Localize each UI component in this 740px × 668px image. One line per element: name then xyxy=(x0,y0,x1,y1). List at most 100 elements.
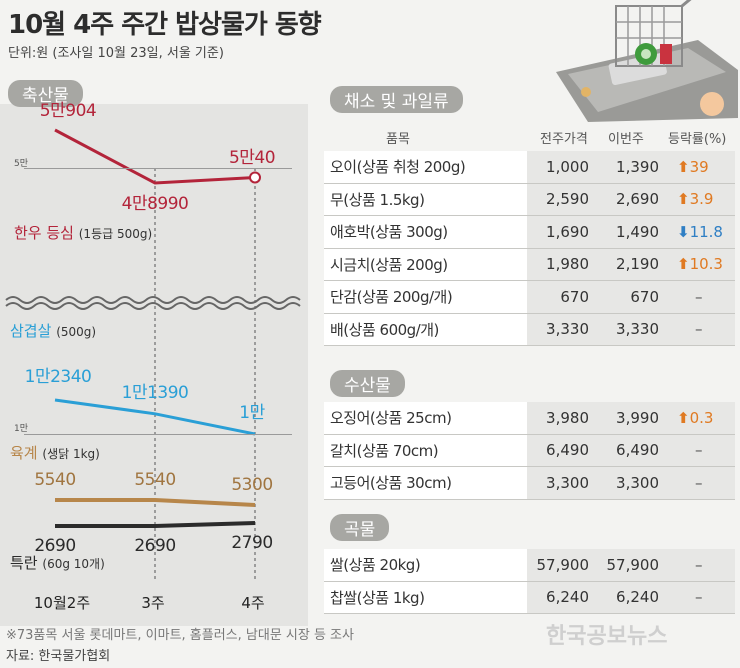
table-row: 오징어(상품 25cm) 3,980 3,990 ⬆0.3 xyxy=(324,402,735,435)
x-label: 10월2주 xyxy=(33,594,91,612)
seafood-table: 오징어(상품 25cm) 3,980 3,990 ⬆0.3 갈치(상품 70cm) 6,4… xyxy=(324,402,735,500)
table-row: 배(상품 600g/개) 3,330 3,330– xyxy=(324,313,735,346)
header-prev: 전주가격 xyxy=(540,132,588,147)
change-value: 39 xyxy=(689,157,709,176)
cur-price: 6,490 xyxy=(597,434,667,467)
data-label-hanwoo: 5만40 xyxy=(228,148,276,169)
change-rate: – xyxy=(667,549,735,582)
table-row: 애호박(상품 300g) 1,690 1,490 ⬇11.8 xyxy=(324,215,735,249)
cur-price: 1,490 xyxy=(597,215,667,249)
prev-price: 2,590 xyxy=(527,183,597,216)
table-row: 오이(상품 취청 200g) 1,000 1,390 ⬆39 xyxy=(324,151,735,184)
table-row: 갈치(상품 70cm) 6,490 6,490– xyxy=(324,434,735,467)
header-item: 품목 xyxy=(386,132,410,147)
series-name-hanwoo: 한우 등심 (1등급 500g) xyxy=(14,224,153,242)
x-label: 3주 xyxy=(141,594,165,612)
series-name-egg: 특란 (60g 10개) xyxy=(10,554,105,572)
change-value: – xyxy=(695,555,703,574)
change-rate: – xyxy=(667,466,735,500)
change-rate: – xyxy=(667,434,735,467)
item-name: 찹쌀(상품 1kg) xyxy=(324,581,527,614)
cur-price: 57,900 xyxy=(597,549,667,582)
arrow-up-icon: ⬆ xyxy=(677,157,690,176)
change-value: – xyxy=(695,588,703,607)
series-line-chicken xyxy=(55,498,256,507)
section-label-vegetables: 채소 및 과일류 xyxy=(330,86,463,113)
header-change: 등락률(%) xyxy=(668,132,727,147)
tick-label: 5만 xyxy=(14,159,29,169)
arrow-down-icon: ⬇ xyxy=(677,222,690,241)
livestock-panel xyxy=(0,104,308,626)
item-name: 단감(상품 200g/개) xyxy=(324,280,527,314)
change-rate: ⬇11.8 xyxy=(667,215,735,249)
data-label-chicken: 5540 xyxy=(34,470,76,490)
prev-price: 1,000 xyxy=(527,151,597,184)
prev-price: 57,900 xyxy=(527,549,597,582)
tick-label: 1만 xyxy=(14,424,29,434)
change-rate: – xyxy=(667,280,735,314)
item-name: 갈치(상품 70cm) xyxy=(324,434,527,467)
item-name: 고등어(상품 30cm) xyxy=(324,466,527,500)
cur-price: 670 xyxy=(597,280,667,314)
header-cur: 이번주 xyxy=(608,132,644,147)
table-row: 단감(상품 200g/개) 670 670– xyxy=(324,280,735,314)
change-value: 10.3 xyxy=(689,255,723,274)
change-value: 0.3 xyxy=(689,408,714,427)
source-note: 자료: 한국물가협회 xyxy=(6,649,111,664)
cur-price: 2,190 xyxy=(597,248,667,281)
item-name: 쌀(상품 20kg) xyxy=(324,549,527,582)
section-label-seafood: 수산물 xyxy=(330,370,405,397)
item-name: 애호박(상품 300g) xyxy=(324,215,527,249)
data-label-pork: 1만2340 xyxy=(24,367,92,387)
data-label-hanwoo: 5만904 xyxy=(39,101,97,121)
axis-break-icon xyxy=(5,302,301,310)
series-name-chicken: 육계 (생닭 1kg) xyxy=(10,444,100,462)
prev-price: 6,490 xyxy=(527,434,597,467)
item-name: 배(상품 600g/개) xyxy=(324,313,527,346)
data-label-pork: 1만1390 xyxy=(121,382,189,403)
item-name: 시금치(상품 200g) xyxy=(324,248,527,281)
cur-price: 1,390 xyxy=(597,151,667,184)
change-rate: ⬆39 xyxy=(667,151,735,184)
cur-price: 3,300 xyxy=(597,466,667,500)
prev-price: 1,980 xyxy=(527,248,597,281)
data-label-egg: 2790 xyxy=(231,533,273,553)
series-line-hanwoo xyxy=(54,128,256,185)
gridline-50000 xyxy=(24,168,292,169)
prev-price: 3,980 xyxy=(527,402,597,435)
prev-price: 6,240 xyxy=(527,581,597,614)
change-value: 11.8 xyxy=(689,222,723,241)
table-row: 시금치(상품 200g) 1,980 2,190 ⬆10.3 xyxy=(324,248,735,281)
cur-price: 6,240 xyxy=(597,581,667,614)
gridline-10000 xyxy=(24,434,292,435)
cur-price: 3,330 xyxy=(597,313,667,346)
table-row: 쌀(상품 20kg) 57,900 57,900– xyxy=(324,549,735,582)
change-rate: – xyxy=(667,313,735,346)
data-label-pork: 1만 xyxy=(239,403,265,423)
data-label-egg: 2690 xyxy=(34,536,76,556)
table-row: 찹쌀(상품 1kg) 6,240 6,240– xyxy=(324,581,735,614)
livestock-line-chart: 5만 1만 한우 등심 (1등급 500g) 삼겹살 (500g) 육계 (생닭… xyxy=(0,0,308,626)
change-rate: ⬆3.9 xyxy=(667,183,735,216)
item-name: 무(상품 1.5kg) xyxy=(324,183,527,216)
item-name: 오이(상품 취청 200g) xyxy=(324,151,527,184)
grains-table: 쌀(상품 20kg) 57,900 57,900– 찹쌀(상품 1kg) 6,240 6,… xyxy=(324,549,735,614)
series-line-pork xyxy=(54,398,256,436)
change-value: – xyxy=(695,320,703,339)
vegetables-table: 오이(상품 취청 200g) 1,000 1,390 ⬆39 무(상품 1.5kg) 2,… xyxy=(324,151,735,346)
x-label: 4주 xyxy=(241,594,265,612)
table-row: 무(상품 1.5kg) 2,590 2,690 ⬆3.9 xyxy=(324,183,735,216)
cur-price: 2,690 xyxy=(597,183,667,216)
prev-price: 670 xyxy=(527,280,597,314)
data-label-egg: 2690 xyxy=(134,536,176,556)
prev-price: 3,300 xyxy=(527,466,597,500)
change-value: – xyxy=(695,287,703,306)
section-label-livestock: 축산물 xyxy=(8,80,83,107)
data-point xyxy=(249,171,261,184)
change-rate: – xyxy=(667,581,735,614)
watermark: 한국공보뉴스 xyxy=(546,624,668,649)
arrow-up-icon: ⬆ xyxy=(677,255,690,274)
change-rate: ⬆0.3 xyxy=(667,402,735,435)
section-label-grains: 곡물 xyxy=(330,514,390,541)
data-label-chicken: 5300 xyxy=(231,475,273,495)
